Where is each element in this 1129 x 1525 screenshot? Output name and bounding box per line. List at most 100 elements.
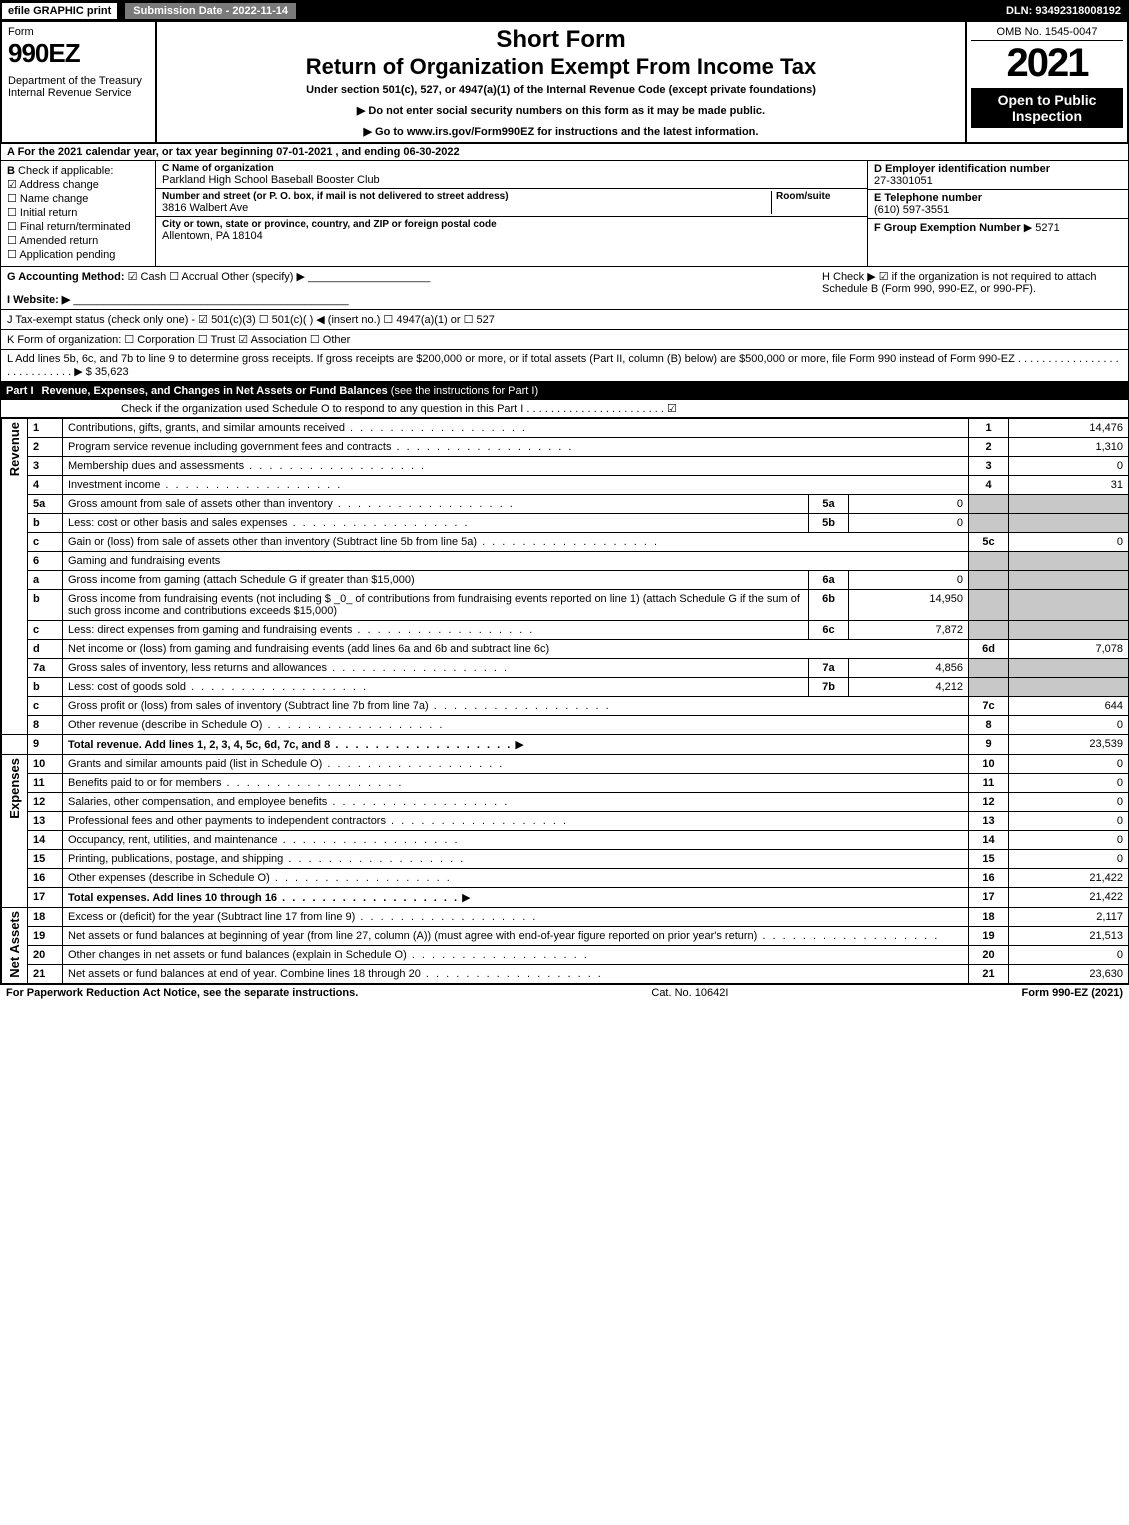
part-i-check-note: Check if the organization used Schedule … [0, 400, 1129, 418]
shaded-cell [969, 678, 1009, 697]
street-address: 3816 Walbert Ave [162, 202, 771, 214]
sub-col-num: 5a [809, 495, 849, 514]
table-row: c Gain or (loss) from sale of assets oth… [1, 533, 1129, 552]
line-num: 13 [28, 812, 63, 831]
line-i-label: I Website: ▶ [7, 294, 70, 306]
col-num: 13 [969, 812, 1009, 831]
table-row: b Less: cost or other basis and sales ex… [1, 514, 1129, 533]
line-j: J Tax-exempt status (check only one) - ☑… [0, 310, 1129, 330]
col-num: 1 [969, 419, 1009, 438]
room-hdr: Room/suite [776, 191, 861, 202]
chk-final-return[interactable]: ☐ Final return/terminated [7, 220, 149, 233]
footer-right: Form 990-EZ (2021) [1022, 987, 1123, 999]
col-num: 8 [969, 716, 1009, 735]
col-num: 20 [969, 946, 1009, 965]
amount: 0 [1009, 831, 1129, 850]
line-label: Net assets or fund balances at end of ye… [68, 968, 603, 980]
amount: 21,513 [1009, 927, 1129, 946]
shaded-cell [1009, 590, 1129, 621]
line-num: 17 [28, 888, 63, 908]
line-num: 21 [28, 965, 63, 984]
ein-hdr: D Employer identification number [874, 163, 1050, 175]
amount: 7,078 [1009, 640, 1129, 659]
line-label: Other revenue (describe in Schedule O) [68, 719, 444, 731]
department-label: Department of the Treasury Internal Reve… [8, 75, 149, 99]
line-label: Net assets or fund balances at beginning… [68, 930, 939, 942]
dln-label: DLN: 93492318008192 [998, 3, 1129, 19]
line-label: Gross income from fundraising events (no… [63, 590, 809, 621]
amount: 31 [1009, 476, 1129, 495]
line-num: 20 [28, 946, 63, 965]
table-row: 17 Total expenses. Add lines 10 through … [1, 888, 1129, 908]
part-i-note: (see the instructions for Part I) [388, 385, 538, 397]
org-name-hdr: C Name of organization [162, 163, 861, 174]
shaded-cell [1009, 621, 1129, 640]
amount: 23,630 [1009, 965, 1129, 984]
amount: 644 [1009, 697, 1129, 716]
line-num: 10 [28, 755, 63, 774]
table-row: Expenses 10 Grants and similar amounts p… [1, 755, 1129, 774]
shaded-cell [969, 659, 1009, 678]
chk-initial-return[interactable]: ☐ Initial return [7, 206, 149, 219]
line-label: Contributions, gifts, grants, and simila… [68, 422, 527, 434]
line-k: K Form of organization: ☐ Corporation ☐ … [0, 330, 1129, 350]
efile-print-button[interactable]: efile GRAPHIC print [0, 1, 119, 21]
table-row: 9 Total revenue. Add lines 1, 2, 3, 4, 5… [1, 735, 1129, 755]
submission-date: Submission Date - 2022-11-14 [123, 1, 298, 21]
shaded-cell [969, 621, 1009, 640]
col-num: 16 [969, 869, 1009, 888]
table-row: Revenue 1 Contributions, gifts, grants, … [1, 419, 1129, 438]
arrow-icon: ▶ [515, 739, 523, 751]
line-num: c [28, 533, 63, 552]
line-label: Gaming and fundraising events [63, 552, 969, 571]
col-num: 14 [969, 831, 1009, 850]
chk-application-pending[interactable]: ☐ Application pending [7, 248, 149, 261]
table-row: 5a Gross amount from sale of assets othe… [1, 495, 1129, 514]
line-label: Program service revenue including govern… [68, 441, 573, 453]
tel-hdr: E Telephone number [874, 192, 982, 204]
table-row: 8 Other revenue (describe in Schedule O)… [1, 716, 1129, 735]
line-num: a [28, 571, 63, 590]
part-i-table: Revenue 1 Contributions, gifts, grants, … [0, 418, 1129, 984]
table-row: 11 Benefits paid to or for members 11 0 [1, 774, 1129, 793]
side-net-assets: Net Assets [7, 911, 22, 978]
form-id-block: Form 990EZ Department of the Treasury In… [2, 22, 157, 142]
line-num: d [28, 640, 63, 659]
tel-value: (610) 597-3551 [874, 204, 949, 216]
amount: 21,422 [1009, 869, 1129, 888]
table-row: 15 Printing, publications, postage, and … [1, 850, 1129, 869]
form-word: Form [8, 26, 149, 38]
table-row: c Gross profit or (loss) from sales of i… [1, 697, 1129, 716]
col-num: 4 [969, 476, 1009, 495]
note-ssn: ▶ Do not enter social security numbers o… [165, 104, 957, 117]
line-label: Gross income from gaming (attach Schedul… [63, 571, 809, 590]
line-num: 15 [28, 850, 63, 869]
amount: 23,539 [1009, 735, 1129, 755]
table-row: b Gross income from fundraising events (… [1, 590, 1129, 621]
line-label: Net income or (loss) from gaming and fun… [63, 640, 969, 659]
chk-amended-return[interactable]: ☐ Amended return [7, 234, 149, 247]
side-revenue: Revenue [7, 422, 22, 476]
col-num: 17 [969, 888, 1009, 908]
sub-amount: 4,856 [849, 659, 969, 678]
amount: 0 [1009, 774, 1129, 793]
line-label: Total expenses. Add lines 10 through 16 [68, 892, 459, 904]
shaded-cell [1009, 552, 1129, 571]
table-row: 2 Program service revenue including gove… [1, 438, 1129, 457]
line-h: H Check ▶ ☑ if the organization is not r… [822, 270, 1122, 306]
chk-address-change[interactable]: ☑ Address change [7, 178, 149, 191]
sub-amount: 4,212 [849, 678, 969, 697]
line-g-opts: ☑ Cash ☐ Accrual Other (specify) ▶ [128, 271, 305, 283]
table-row: 14 Occupancy, rent, utilities, and maint… [1, 831, 1129, 850]
line-label: Salaries, other compensation, and employ… [68, 796, 509, 808]
box-c: C Name of organization Parkland High Sch… [156, 161, 868, 266]
shaded-cell [969, 552, 1009, 571]
title-short-form: Short Form [165, 26, 957, 54]
line-num: b [28, 590, 63, 621]
ein-value: 27-3301051 [874, 175, 933, 187]
line-num: 18 [28, 908, 63, 927]
amount: 0 [1009, 850, 1129, 869]
title-return: Return of Organization Exempt From Incom… [165, 54, 957, 80]
line-num: 16 [28, 869, 63, 888]
chk-name-change[interactable]: ☐ Name change [7, 192, 149, 205]
